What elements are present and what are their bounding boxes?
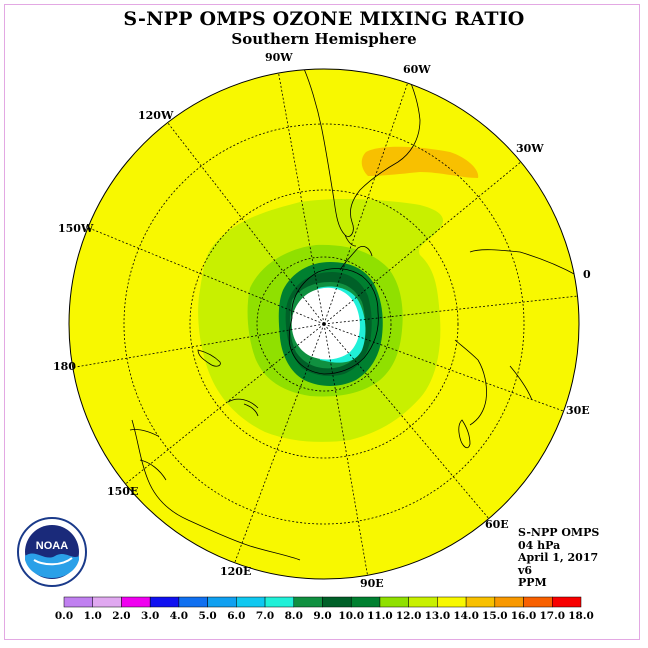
map-subtitle: Southern Hemisphere [231, 30, 417, 48]
colorbar-tick-label: 10.0 [338, 610, 364, 622]
colorbar-swatch [437, 596, 467, 608]
lon-label-120e: 120E [220, 565, 252, 578]
lon-label-150w: 150W [58, 222, 94, 235]
lon-label-120w: 120W [138, 109, 174, 122]
colorbar-tick-label: 14.0 [453, 610, 479, 622]
colorbar-swatch [293, 596, 323, 608]
colorbar-tick-label: 2.0 [112, 610, 131, 622]
colorbar-swatch [322, 596, 352, 608]
colorbar [63, 596, 582, 608]
colorbar-swatch [552, 596, 582, 608]
coastlines [129, 69, 579, 561]
colorbar-swatch [178, 596, 208, 608]
map-boundary [68, 68, 580, 580]
info-pressure: 04 hPa [518, 538, 561, 552]
lon-label-150e: 150E [107, 485, 139, 498]
colorbar-swatch [92, 596, 122, 608]
info-version: v6 [518, 563, 533, 577]
colorbar-tick-label: 9.0 [313, 610, 332, 622]
colorbar-tick-label: 5.0 [198, 610, 217, 622]
colorbar-swatch [149, 596, 180, 608]
lon-label-90w: 90W [265, 51, 293, 64]
colorbar-tick-label: 8.0 [284, 610, 303, 622]
lon-label-90e: 90E [360, 577, 384, 590]
colorbar-swatch [264, 596, 295, 608]
colorbar-swatch [350, 596, 381, 608]
lon-label-30w: 30W [516, 142, 544, 155]
colorbar-tick-label: 4.0 [169, 610, 189, 622]
colorbar-swatch [523, 596, 553, 608]
info-date: April 1, 2017 [518, 551, 599, 564]
colorbar-swatch [236, 596, 266, 608]
colorbar-tick-label: 15.0 [482, 610, 508, 622]
lon-label-0: 0 [583, 268, 591, 281]
map-title: S-NPP OMPS OZONE MIXING RATIO [123, 8, 525, 30]
figure-frame [4, 4, 640, 640]
colorbar-swatch [408, 596, 438, 608]
colorbar-tick-label: 0.0 [54, 610, 74, 622]
graticule [69, 69, 579, 579]
colorbar-tick-label: 3.0 [141, 610, 160, 622]
colorbar-swatch [63, 596, 93, 608]
lon-label-30e: 30E [566, 404, 590, 417]
colorbar-swatch [465, 596, 496, 608]
colorbar-tick-label: 1.0 [83, 610, 102, 622]
info-block: S-NPP OMPS 04 hPa April 1, 2017 v6 PPM [518, 526, 600, 590]
colorbar-swatch [207, 596, 237, 608]
colorbar-tick-label: 16.0 [510, 610, 537, 622]
colorbar-tick-label: 12.0 [395, 610, 422, 622]
colorbar-tick-label: 6.0 [227, 610, 246, 622]
colorbar-tick-label: 17.0 [539, 610, 566, 622]
colorbar-tick-label: 13.0 [424, 610, 451, 622]
colorbar-tick-label: 18.0 [568, 610, 594, 622]
colorbar-swatch [121, 596, 151, 608]
colorbar-swatch [494, 596, 524, 608]
info-units: PPM [518, 576, 547, 589]
colorbar-swatch [379, 596, 409, 608]
lon-label-180: 180 [53, 360, 76, 373]
colorbar-tick-label: 7.0 [255, 610, 275, 622]
info-instrument: S-NPP OMPS [518, 526, 600, 539]
lon-label-60e: 60E [485, 518, 509, 531]
colorbar-tick-label: 11.0 [367, 610, 393, 622]
ozone-field-orange [361, 146, 479, 178]
lon-label-60w: 60W [403, 63, 431, 76]
